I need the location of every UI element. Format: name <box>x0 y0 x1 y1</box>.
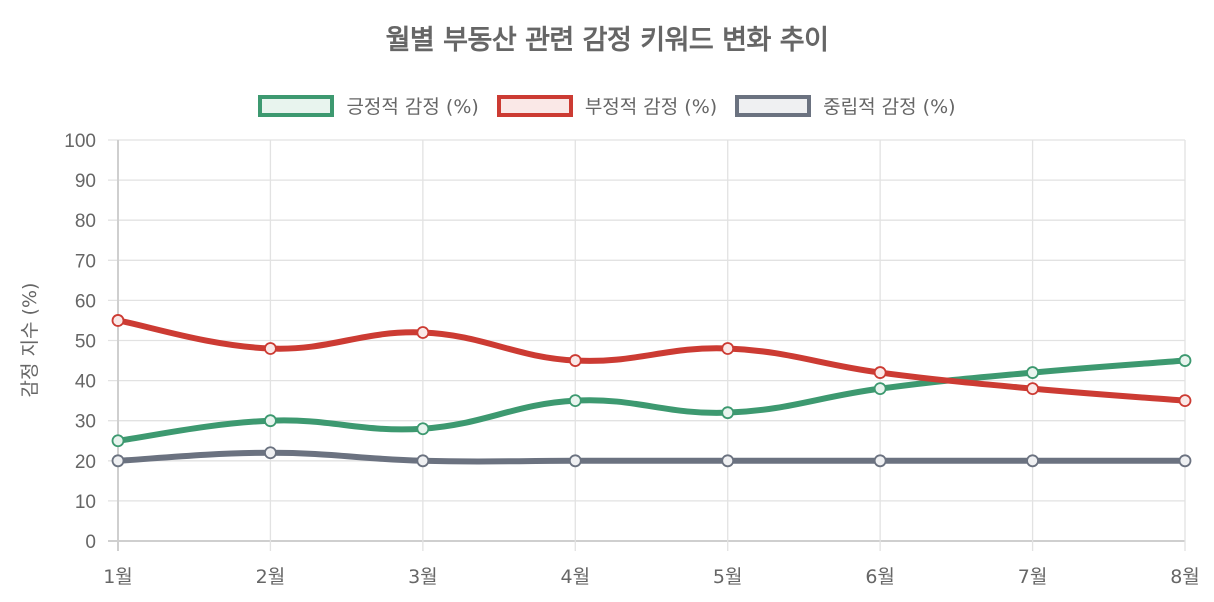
x-tick-label: 1월 <box>103 566 133 588</box>
data-point[interactable] <box>1178 454 1192 468</box>
data-point[interactable] <box>416 326 430 339</box>
data-point[interactable] <box>416 422 430 436</box>
legend-swatch-positive <box>258 94 335 117</box>
legend-label-positive: 긍정적 감정 (%) <box>346 96 479 118</box>
series-2 <box>111 446 1192 468</box>
series-0 <box>111 354 1192 448</box>
data-point[interactable] <box>1026 366 1039 379</box>
data-point[interactable] <box>264 446 277 460</box>
chart-legend: 긍정적 감정 (%) 부정적 감정 (%) 중립적 감정 (%) <box>0 92 1214 119</box>
y-tick-label: 80 <box>75 211 96 232</box>
y-tick-label: 30 <box>75 412 96 433</box>
data-point[interactable] <box>111 314 125 327</box>
data-point[interactable] <box>721 342 735 355</box>
x-tick-label: 5월 <box>713 566 743 588</box>
data-point[interactable] <box>111 434 125 448</box>
data-point[interactable] <box>873 382 887 396</box>
y-tick-label: 70 <box>75 251 96 272</box>
x-axis-ticks: 1월 2월 3월 4월 5월 6월 7월 8월 <box>103 566 1200 588</box>
legend-item-neutral[interactable]: 중립적 감정 (%) <box>735 92 956 119</box>
y-tick-label: 50 <box>75 332 96 353</box>
data-point[interactable] <box>721 454 735 468</box>
series-1 <box>111 314 1192 408</box>
data-point[interactable] <box>568 394 582 408</box>
x-tick-label: 8월 <box>1170 566 1200 588</box>
legend-swatch-neutral <box>735 94 812 117</box>
series-line <box>115 317 1188 404</box>
data-point[interactable] <box>264 342 277 355</box>
data-point[interactable] <box>568 354 582 367</box>
x-tick-label: 3월 <box>408 566 438 588</box>
y-axis-ticks: 0 10 20 30 40 50 60 70 80 90 100 <box>64 131 96 553</box>
x-tick-label: 4월 <box>560 566 590 588</box>
legend-item-negative[interactable]: 부정적 감정 (%) <box>496 92 718 119</box>
y-tick-label: 100 <box>64 131 96 152</box>
chart-title: 월별 부동산 관련 감정 키워드 변화 추이 <box>385 25 829 56</box>
data-point[interactable] <box>1178 354 1192 367</box>
data-point[interactable] <box>873 454 887 468</box>
y-tick-label: 60 <box>75 291 96 312</box>
y-axis-label: 감정 지수 (%) <box>19 283 41 398</box>
data-point[interactable] <box>873 366 887 379</box>
data-point[interactable] <box>721 406 735 420</box>
y-tick-label: 40 <box>75 372 96 393</box>
data-point[interactable] <box>1026 454 1039 468</box>
y-tick-label: 20 <box>75 452 96 473</box>
y-tick-label: 90 <box>75 171 96 192</box>
series-lines <box>111 314 1192 468</box>
legend-label-neutral: 중립적 감정 (%) <box>823 96 956 118</box>
legend-swatch-negative <box>496 94 573 117</box>
y-tick-label: 10 <box>75 492 96 513</box>
legend-label-negative: 부정적 감정 (%) <box>584 96 718 118</box>
legend-item-positive[interactable]: 긍정적 감정 (%) <box>258 92 479 119</box>
x-tick-label: 2월 <box>256 566 286 588</box>
x-tick-label: 7월 <box>1018 566 1048 588</box>
data-point[interactable] <box>264 414 277 428</box>
data-point[interactable] <box>568 454 582 468</box>
x-tick-label: 6월 <box>865 566 895 588</box>
data-point[interactable] <box>1026 382 1039 396</box>
series-line <box>115 357 1188 444</box>
y-tick-label: 0 <box>85 532 96 553</box>
data-point[interactable] <box>111 454 125 468</box>
data-point[interactable] <box>416 454 430 468</box>
data-point[interactable] <box>1178 394 1192 408</box>
series-line <box>115 449 1188 465</box>
